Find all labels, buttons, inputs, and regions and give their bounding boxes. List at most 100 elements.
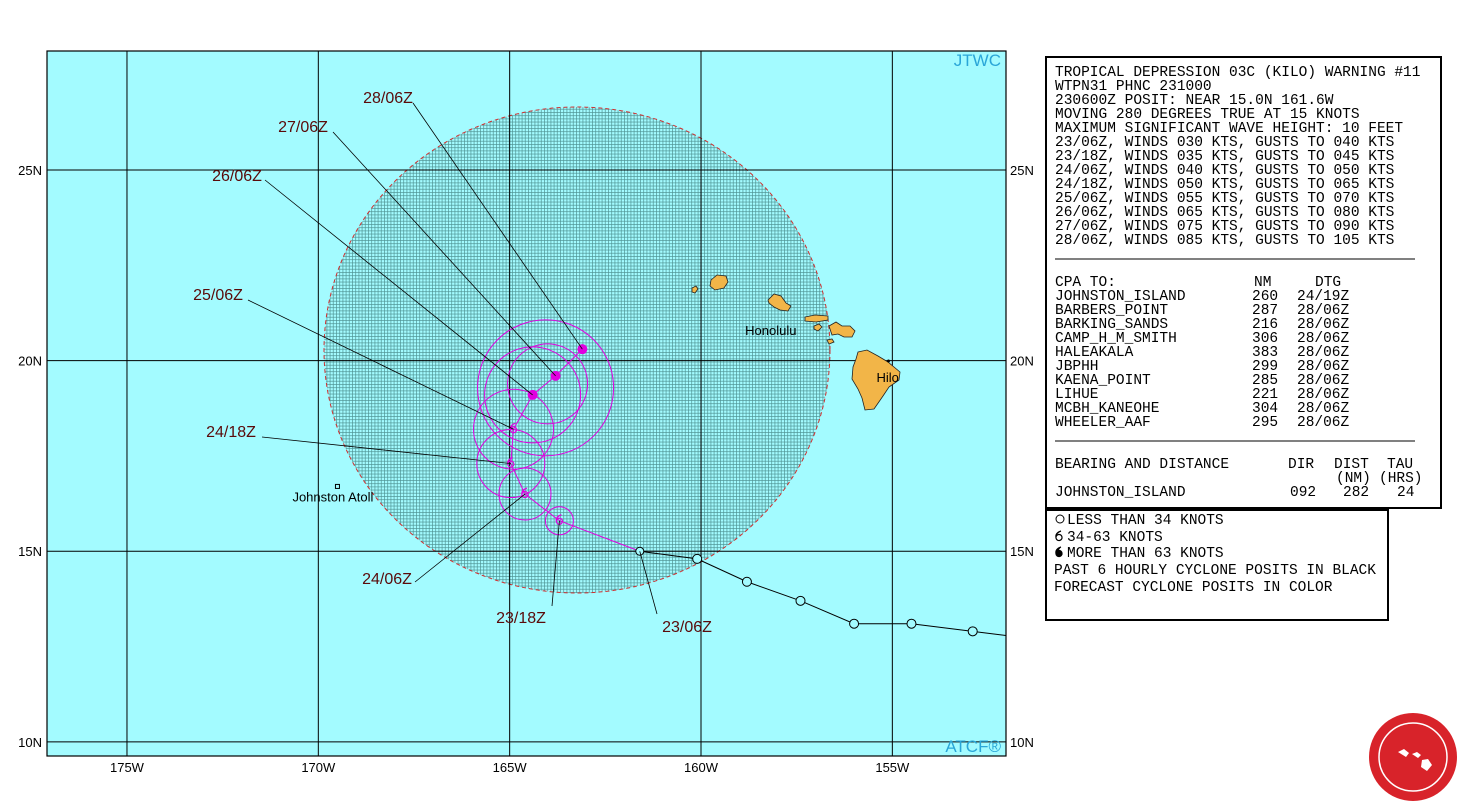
axis-labels: 175W 170W 165W 160W 155W 25N 25N 20N 20N 15N 15N 10…: [18, 90, 1034, 775]
lat-label-left: 20N: [18, 354, 42, 369]
cpa-cell: JBPHH: [1055, 359, 1099, 375]
bearing-cell: 282: [1343, 485, 1369, 501]
bearing-unit: (HRS): [1379, 471, 1423, 487]
warning-line: 230600Z POSIT: NEAR 15.0N 161.6W: [1055, 93, 1334, 109]
cpa-cell: 28/06Z: [1297, 303, 1350, 319]
warning-line: 24/18Z, WINDS 050 KTS, GUSTS TO 065 KTS: [1055, 177, 1394, 193]
cpa-cell: MCBH_KANEOHE: [1055, 401, 1159, 417]
warning-line: 25/06Z, WINDS 055 KTS, GUSTS TO 070 KTS: [1055, 191, 1394, 207]
map-layer: [47, 51, 1006, 756]
bearing-cell: 24: [1397, 485, 1414, 501]
hawaii-island: [851, 349, 901, 411]
bearing-header: BEARING AND DISTANCE: [1055, 457, 1229, 473]
lon-label: 160W: [684, 760, 719, 775]
cpa-cell: 28/06Z: [1297, 345, 1350, 361]
cpa-cell: 304: [1252, 401, 1278, 417]
oahu: [767, 293, 792, 312]
cpa-cell: 28/06Z: [1297, 359, 1350, 375]
place-label: Johnston Atoll: [292, 489, 373, 504]
dtg-leader: [551, 520, 560, 607]
dtg-label: 28/06Z: [363, 90, 413, 107]
cpa-cell: 221: [1252, 387, 1278, 403]
logo-disc: [1369, 713, 1457, 801]
bearing-header: DIR: [1288, 457, 1314, 473]
dtg-label: 24/18Z: [206, 424, 256, 441]
lon-label: 155W: [875, 760, 910, 775]
cpa-cell: JOHNSTON_ISLAND: [1055, 289, 1186, 305]
warning-line: MOVING 280 DEGREES TRUE AT 15 KNOTS: [1055, 107, 1360, 123]
warning-panel: [1045, 56, 1442, 509]
dtg-label: 26/06Z: [212, 168, 262, 185]
legend-panel: [1045, 509, 1389, 621]
warning-line: TROPICAL DEPRESSION 03C (KILO) WARNING #…: [1055, 65, 1420, 81]
warning-line: 24/06Z, WINDS 040 KTS, GUSTS TO 050 KTS: [1055, 163, 1394, 179]
cpa-cell: BARBERS_POINT: [1055, 303, 1168, 319]
warning-line: WTPN31 PHNC 231000: [1055, 79, 1212, 95]
kauai: [709, 274, 729, 291]
warning-line: 28/06Z, WINDS 085 KTS, GUSTS TO 105 KTS: [1055, 233, 1394, 249]
past-position: [741, 576, 752, 587]
forecast-position: [507, 456, 515, 468]
warning-line: 26/06Z, WINDS 065 KTS, GUSTS TO 080 KTS: [1055, 205, 1394, 221]
dtg-leader: [412, 102, 583, 350]
logo: [1369, 713, 1457, 801]
cpa-cell: 24/19Z: [1297, 289, 1350, 305]
maui: [828, 321, 856, 338]
molokai: [804, 314, 829, 323]
legend-item: MORE THAN 63 KNOTS: [1067, 546, 1224, 562]
dtg-label: 23/06Z: [662, 619, 712, 636]
dtg-label: 23/18Z: [496, 610, 546, 627]
past-position: [849, 618, 860, 629]
cpa-cell: 299: [1252, 359, 1278, 375]
lat-label-left: 25N: [18, 163, 42, 178]
cpa-cell: 216: [1252, 317, 1278, 333]
wind-radius: [507, 343, 589, 425]
past-position: [906, 618, 917, 629]
niihau: [691, 285, 699, 294]
warning-line: 23/06Z, WINDS 030 KTS, GUSTS TO 040 KTS: [1055, 135, 1394, 151]
cpa-cell: HALEAKALA: [1055, 345, 1134, 361]
bearing-cell: 092: [1290, 485, 1316, 501]
cpa-cell: 28/06Z: [1297, 387, 1350, 403]
cpa-cell: 383: [1252, 345, 1278, 361]
cpa-cell: 28/06Z: [1297, 373, 1350, 389]
lat-label-right: 20N: [1010, 354, 1034, 369]
cpa-cell: 306: [1252, 331, 1278, 347]
lat-label-left: 15N: [18, 544, 42, 559]
place-label: Hilo: [877, 370, 899, 385]
cpa-cell: KAENA_POINT: [1055, 373, 1151, 389]
cpa-header: NM: [1254, 275, 1271, 291]
bearing-header: DIST: [1334, 457, 1369, 473]
legend-symbol: [1055, 530, 1063, 542]
cpa-cell: BARKING_SANDS: [1055, 317, 1168, 333]
forecast-position: [521, 487, 529, 499]
cpa-cell: 28/06Z: [1297, 401, 1350, 417]
lat-label-right: 25N: [1010, 163, 1034, 178]
past-position: [967, 626, 978, 637]
dtg-leader: [414, 493, 526, 583]
grid: [47, 51, 1006, 756]
warning-line: 23/18Z, WINDS 035 KTS, GUSTS TO 045 KTS: [1055, 149, 1394, 165]
cpa-header: DTG: [1315, 275, 1341, 291]
legend-note: FORECAST CYCLONE POSITS IN COLOR: [1054, 580, 1333, 596]
cpa-cell: 295: [1252, 415, 1278, 431]
dtg-label: 25/06Z: [193, 287, 243, 304]
wind-radius: [477, 319, 615, 457]
place-dot: [887, 359, 891, 363]
cpa-cell: LIHUE: [1055, 387, 1099, 403]
cpa-cell: 287: [1252, 303, 1278, 319]
lon-label: 175W: [110, 760, 145, 775]
cpa-cell: 28/06Z: [1297, 317, 1350, 333]
cpa-cell: 285: [1252, 373, 1278, 389]
lat-label-right: 10N: [1010, 735, 1034, 750]
danger-area: [323, 106, 831, 594]
dtg-leader: [247, 299, 514, 430]
place-marker: [334, 483, 340, 489]
legend-symbol: [1055, 546, 1063, 558]
past-position: [692, 553, 703, 564]
legend-item: 34-63 KNOTS: [1067, 530, 1163, 546]
bearing-cell: JOHNSTON_ISLAND: [1055, 485, 1186, 501]
jtwc-label: JTWC: [954, 51, 1001, 70]
dtg-leader: [261, 436, 511, 464]
lat-label-left: 10N: [18, 735, 42, 750]
